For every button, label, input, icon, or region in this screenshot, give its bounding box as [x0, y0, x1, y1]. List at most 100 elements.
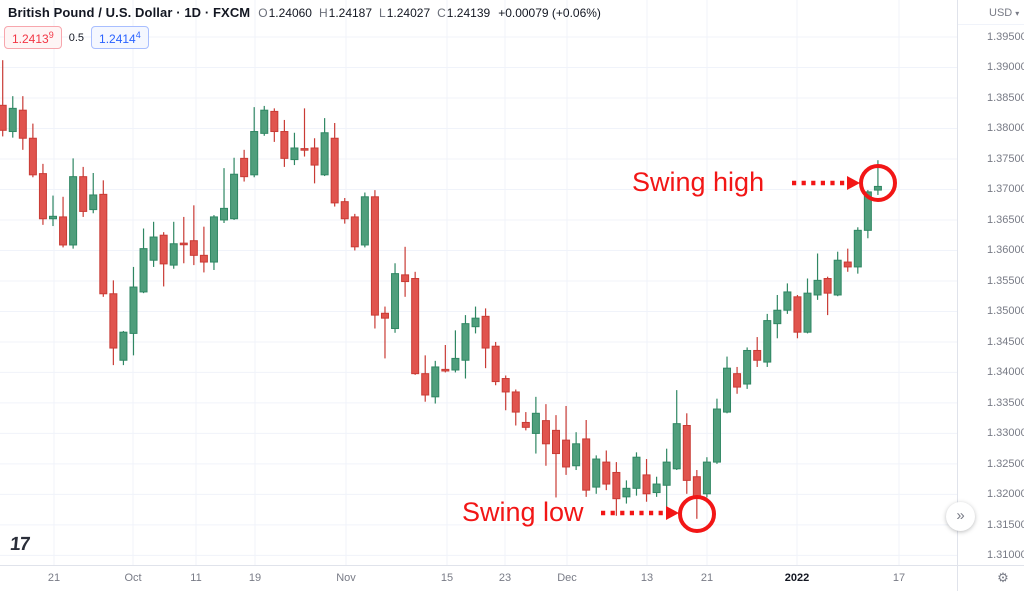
candle-down — [401, 274, 410, 283]
candle-up — [119, 331, 128, 361]
chart-legend[interactable]: British Pound / U.S. Dollar · 1D · FXCM … — [8, 5, 601, 20]
candle-down — [99, 193, 108, 295]
candle-down — [602, 461, 611, 485]
candle-up — [220, 207, 229, 221]
candle-up — [431, 366, 440, 398]
swing-high-arrowhead-icon — [847, 176, 860, 190]
candle-down — [582, 438, 591, 491]
candle-down — [370, 196, 379, 316]
high-label: H — [318, 5, 328, 20]
candle-down — [692, 476, 701, 498]
candle-up — [8, 107, 17, 133]
candle-up — [803, 292, 812, 333]
swing-high-annotation-label[interactable]: Swing high — [632, 167, 765, 197]
candle-up — [471, 317, 480, 328]
price-tick-label: 1.32500 — [987, 457, 1024, 470]
candle-down — [280, 131, 289, 159]
candle-down — [481, 315, 490, 349]
time-tick-label: 13 — [640, 572, 654, 584]
price-tick-label: 1.39500 — [987, 31, 1024, 43]
candle-up — [813, 279, 822, 296]
candle-up — [743, 349, 752, 385]
candle-up — [149, 236, 158, 261]
candle-down — [682, 424, 691, 481]
candle-up — [572, 443, 581, 467]
candle-down — [521, 421, 530, 428]
candle-down — [109, 293, 118, 349]
candle-down — [441, 368, 450, 372]
change-value: +0.00079 (+0.06%) — [498, 5, 601, 20]
candle-up — [702, 461, 711, 495]
candle-down — [843, 261, 852, 268]
price-tick-label: 1.33500 — [987, 396, 1024, 409]
candle-up — [49, 215, 57, 220]
candle-up — [652, 483, 661, 494]
price-axis-currency-dropdown[interactable]: USD ▾ — [989, 7, 1020, 19]
swing-low-annotation-label[interactable]: Swing low — [462, 497, 584, 527]
candle-up — [320, 132, 329, 176]
axis-settings-gear-icon[interactable]: ⚙ — [997, 570, 1009, 585]
candle-up — [451, 357, 460, 371]
candle-down — [411, 278, 420, 375]
scroll-to-latest-button[interactable]: » — [946, 502, 975, 531]
candle-down — [501, 378, 510, 393]
price-tick-label: 1.37500 — [987, 152, 1024, 165]
candle-down — [270, 110, 279, 133]
candle-up — [260, 109, 269, 134]
open-value: 1.24060 — [268, 5, 312, 20]
candle-down — [300, 148, 309, 151]
candle-up — [723, 367, 732, 413]
price-tick-label: 1.36000 — [987, 244, 1024, 257]
candle-up — [763, 320, 772, 363]
candle-up — [622, 487, 631, 498]
time-tick-label: Nov — [336, 572, 356, 584]
candle-down — [380, 312, 389, 319]
chevron-down-icon: ▾ — [1015, 9, 1020, 18]
candle-up — [461, 323, 470, 361]
candle-up — [69, 176, 78, 246]
open-label: O — [258, 5, 268, 20]
candle-up — [672, 423, 681, 470]
swing-low-circle-annotation[interactable] — [678, 495, 716, 533]
candle-up — [662, 461, 671, 486]
price-tick-label: 1.36500 — [987, 213, 1024, 226]
candle-down — [823, 278, 832, 294]
time-tick-label: Oct — [124, 572, 142, 584]
tradingview-logo[interactable]: 17 — [8, 534, 31, 555]
candle-up — [773, 309, 782, 325]
candle-up — [129, 286, 138, 334]
symbol-title[interactable]: British Pound / U.S. Dollar · 1D · FXCM — [8, 5, 251, 20]
candle-up — [89, 194, 98, 211]
candle-up — [169, 243, 178, 266]
candle-down — [642, 474, 651, 495]
price-tick-label: 1.39000 — [987, 61, 1024, 74]
buy-price-button[interactable]: 1.24144 — [91, 26, 149, 49]
time-tick-label: 19 — [248, 572, 262, 584]
price-tick-label: 1.38000 — [987, 122, 1024, 135]
candle-up — [139, 248, 148, 293]
candle-up — [783, 291, 792, 311]
time-tick-label: 17 — [892, 572, 906, 584]
price-tick-label: 1.35000 — [987, 305, 1024, 318]
candle-up — [250, 131, 259, 176]
candle-down — [753, 349, 762, 361]
candle-down — [562, 439, 571, 468]
price-tick-label: 1.37000 — [987, 183, 1024, 196]
candle-down — [330, 137, 339, 204]
price-tick-label: 1.31500 — [987, 518, 1024, 531]
price-tick-label: 1.35500 — [987, 274, 1024, 287]
candle-down — [491, 345, 500, 383]
candle-up — [391, 273, 400, 330]
swing-high-circle-annotation[interactable] — [859, 164, 897, 202]
candle-down — [0, 104, 7, 131]
candle-down — [159, 234, 168, 265]
sell-price-button[interactable]: 1.24139 — [4, 26, 62, 49]
low-label: L — [379, 5, 386, 20]
price-tick-label: 1.31000 — [987, 549, 1024, 562]
candle-down — [79, 176, 88, 212]
price-tick-label: 1.33000 — [987, 427, 1024, 440]
candle-up — [592, 458, 601, 488]
time-tick-label: 2022 — [784, 572, 810, 584]
